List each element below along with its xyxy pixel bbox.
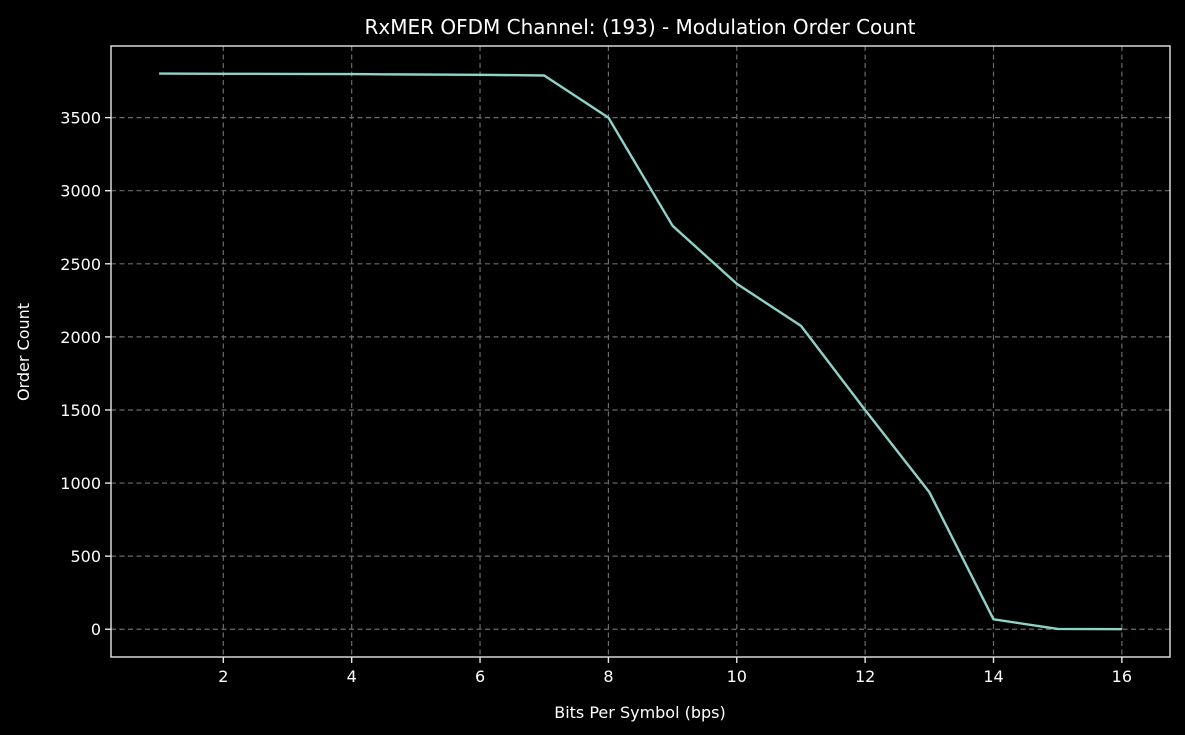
y-tick-label: 2500 xyxy=(60,255,101,274)
x-tick-label: 16 xyxy=(1112,667,1132,686)
x-axis-ticks: 2 4 6 8 10 12 14 16 xyxy=(218,657,1132,686)
x-tick-label: 8 xyxy=(603,667,613,686)
x-tick-label: 10 xyxy=(727,667,747,686)
chart-title: RxMER OFDM Channel: (193) - Modulation O… xyxy=(365,15,916,39)
x-tick-label: 4 xyxy=(347,667,357,686)
x-tick-label: 14 xyxy=(983,667,1003,686)
y-axis-label: Order Count xyxy=(14,303,33,401)
y-tick-label: 3500 xyxy=(60,109,101,128)
x-tick-label: 12 xyxy=(855,667,875,686)
y-tick-label: 500 xyxy=(70,547,101,566)
x-tick-label: 6 xyxy=(475,667,485,686)
y-tick-label: 2000 xyxy=(60,328,101,347)
y-tick-label: 3000 xyxy=(60,182,101,201)
grid-lines xyxy=(111,46,1170,657)
x-axis-label: Bits Per Symbol (bps) xyxy=(554,703,726,722)
data-series xyxy=(159,72,1122,631)
x-tick-label: 2 xyxy=(218,667,228,686)
plot-frame xyxy=(110,45,1171,658)
y-tick-label: 1500 xyxy=(60,401,101,420)
y-tick-label: 0 xyxy=(91,620,101,639)
y-axis-ticks: 0 500 1000 1500 2000 2500 3000 3500 xyxy=(60,109,111,639)
series-line xyxy=(159,72,1122,631)
y-tick-label: 1000 xyxy=(60,474,101,493)
